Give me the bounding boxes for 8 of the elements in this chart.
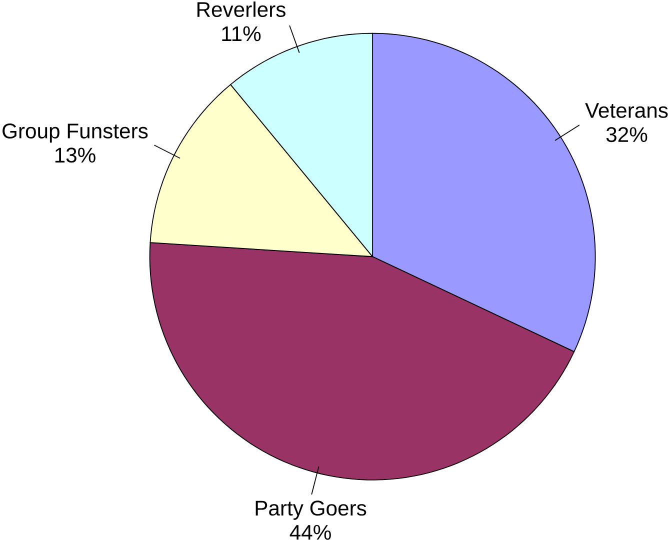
slice-label: Party Goers — [256, 500, 366, 520]
slice-label: Group Funsters — [2, 123, 148, 143]
data-label: 11% — [222, 26, 261, 41]
slice-label: Reverlers — [197, 1, 286, 17]
data-label: 13% — [55, 148, 96, 163]
data-label: 44% — [290, 524, 331, 540]
slice-label: Veterans — [585, 103, 668, 118]
data-label: 32% — [606, 126, 648, 142]
